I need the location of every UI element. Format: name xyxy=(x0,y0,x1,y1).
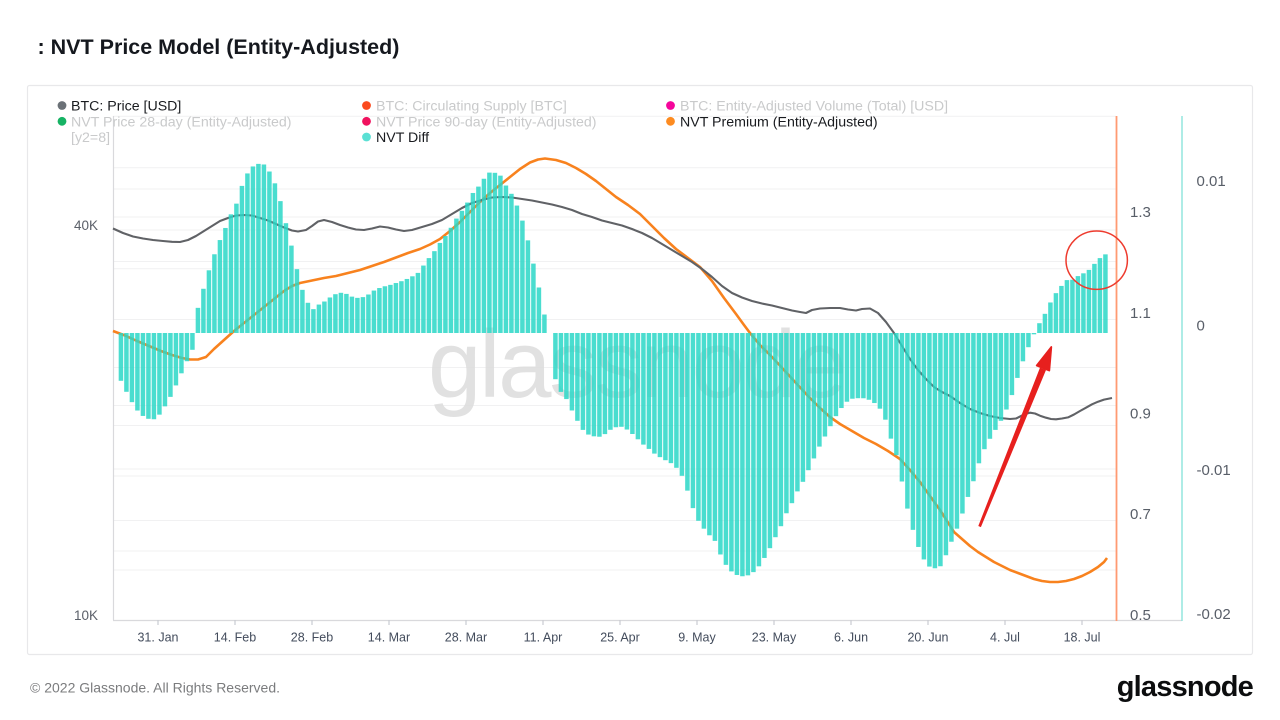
svg-text:NVT Diff: NVT Diff xyxy=(376,130,429,146)
svg-text:28. Feb: 28. Feb xyxy=(291,631,333,645)
svg-text:14. Mar: 14. Mar xyxy=(368,631,410,645)
svg-text:0.7: 0.7 xyxy=(1130,506,1151,523)
svg-text:40K: 40K xyxy=(74,218,98,233)
svg-text:1.1: 1.1 xyxy=(1130,305,1151,322)
svg-text:20. Jun: 20. Jun xyxy=(907,631,948,645)
svg-text:0: 0 xyxy=(1197,318,1205,335)
svg-text:9. May: 9. May xyxy=(678,631,716,645)
svg-text:BTC: Entity-Adjusted Volume (T: BTC: Entity-Adjusted Volume (Total) [USD… xyxy=(680,99,948,115)
svg-text:[y2=8]: [y2=8] xyxy=(71,130,110,146)
svg-text:1.3: 1.3 xyxy=(1130,204,1151,221)
svg-text:NVT Price 28-day (Entity-Adjus: NVT Price 28-day (Entity-Adjusted) xyxy=(71,114,292,130)
svg-text:6. Jun: 6. Jun xyxy=(834,631,868,645)
svg-text:10K: 10K xyxy=(74,608,98,623)
svg-text:0.01: 0.01 xyxy=(1197,173,1226,190)
svg-text:-0.02: -0.02 xyxy=(1197,606,1231,623)
svg-text:25. Apr: 25. Apr xyxy=(600,631,640,645)
svg-text:0.5: 0.5 xyxy=(1130,607,1151,624)
svg-text:14. Feb: 14. Feb xyxy=(214,631,256,645)
svg-text:0.9: 0.9 xyxy=(1130,406,1151,423)
svg-text:NVT Premium (Entity-Adjusted): NVT Premium (Entity-Adjusted) xyxy=(680,114,878,130)
svg-text:18. Jul: 18. Jul xyxy=(1064,631,1101,645)
svg-text:BTC: Price [USD]: BTC: Price [USD] xyxy=(71,99,181,115)
svg-text:23. May: 23. May xyxy=(752,631,797,645)
svg-text:31. Jan: 31. Jan xyxy=(137,631,178,645)
svg-text:: NVT Price Model (Entity-Adju: : NVT Price Model (Entity-Adjusted) xyxy=(38,35,400,59)
svg-text:4. Jul: 4. Jul xyxy=(990,631,1020,645)
svg-text:28. Mar: 28. Mar xyxy=(445,631,487,645)
svg-text:NVT Price 90-day (Entity-Adjus: NVT Price 90-day (Entity-Adjusted) xyxy=(376,114,597,130)
svg-text:BTC: Circulating Supply [BTC]: BTC: Circulating Supply [BTC] xyxy=(376,99,567,115)
svg-text:11. Apr: 11. Apr xyxy=(524,631,563,645)
svg-text:glassnode: glassnode xyxy=(1117,671,1254,703)
svg-text:-0.01: -0.01 xyxy=(1197,462,1231,479)
svg-text:© 2022 Glassnode. All Rights R: © 2022 Glassnode. All Rights Reserved. xyxy=(30,680,280,696)
